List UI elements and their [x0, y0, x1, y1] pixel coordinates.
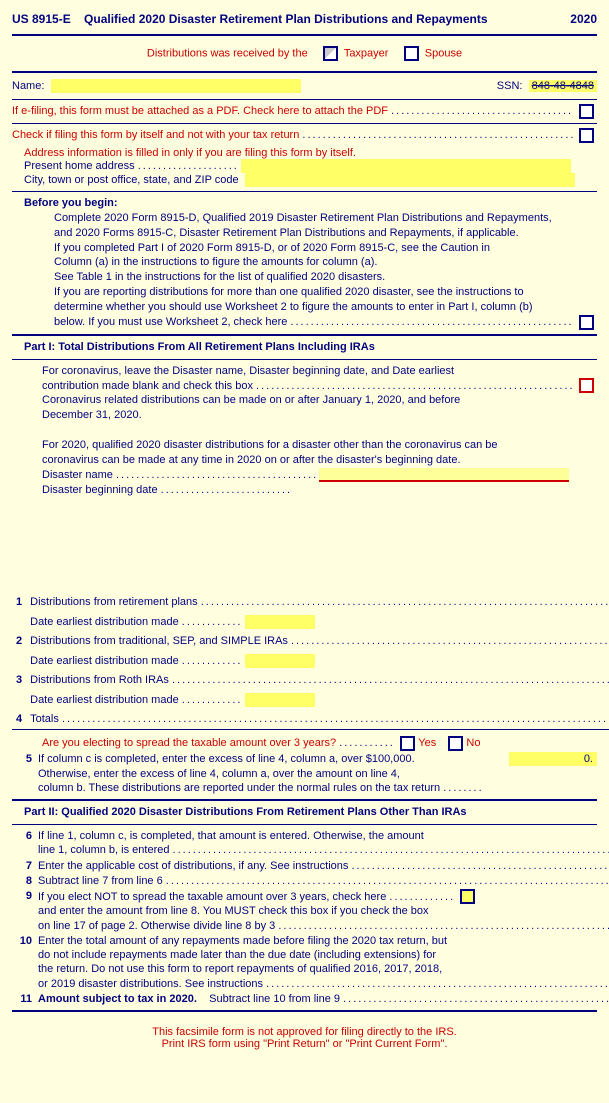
line5-amt[interactable]: 0.	[509, 752, 597, 766]
name-label: Name:	[12, 80, 44, 92]
home-address-field[interactable]	[241, 159, 571, 173]
part2-heading: Part II: Qualified 2020 Disaster Distrib…	[12, 805, 597, 820]
name-ssn-row: Name: SSN: 848-48-4848	[12, 79, 597, 93]
distributions-table: aTotal distributions for 2020 bQualified…	[12, 501, 609, 730]
r3-date[interactable]	[245, 693, 315, 707]
check-self-filing: Check if filing this form by itself and …	[12, 128, 299, 143]
before-begin-heading: Before you begin:	[24, 196, 597, 211]
efiling-checkbox[interactable]	[579, 104, 594, 119]
spread-yes-checkbox[interactable]	[400, 736, 415, 751]
ssn-value: 848-48-4848	[529, 80, 597, 92]
taxpayer-checkbox[interactable]	[323, 46, 338, 61]
distribution-received-by: Distributions was received by the Taxpay…	[12, 40, 597, 67]
line9-checkbox[interactable]	[460, 889, 475, 904]
r1-date[interactable]	[245, 615, 315, 629]
address-note: Address information is filled in only if…	[12, 147, 597, 159]
spread-question: Are you electing to spread the taxable a…	[42, 736, 336, 751]
city-state-field[interactable]	[245, 173, 575, 187]
ssn-label: SSN:	[497, 80, 523, 92]
part1-heading: Part I: Total Distributions From All Ret…	[12, 340, 597, 355]
r2-date[interactable]	[245, 654, 315, 668]
worksheet2-checkbox[interactable]	[579, 315, 594, 330]
city-state-label: City, town or post office, state, and ZI…	[24, 174, 239, 186]
footer-notice: This facsimile form is not approved for …	[12, 1016, 597, 1060]
disaster-name-field[interactable]	[319, 468, 569, 482]
spouse-checkbox[interactable]	[404, 46, 419, 61]
name-field[interactable]	[51, 79, 301, 93]
self-filing-checkbox[interactable]	[579, 128, 594, 143]
efiling-note: If e-filing, this form must be attached …	[12, 104, 388, 119]
coronavirus-checkbox[interactable]	[579, 378, 594, 393]
form-header: US 8915-E Qualified 2020 Disaster Retire…	[12, 8, 597, 30]
spread-no-checkbox[interactable]	[448, 736, 463, 751]
home-address-label: Present home address	[24, 160, 135, 172]
